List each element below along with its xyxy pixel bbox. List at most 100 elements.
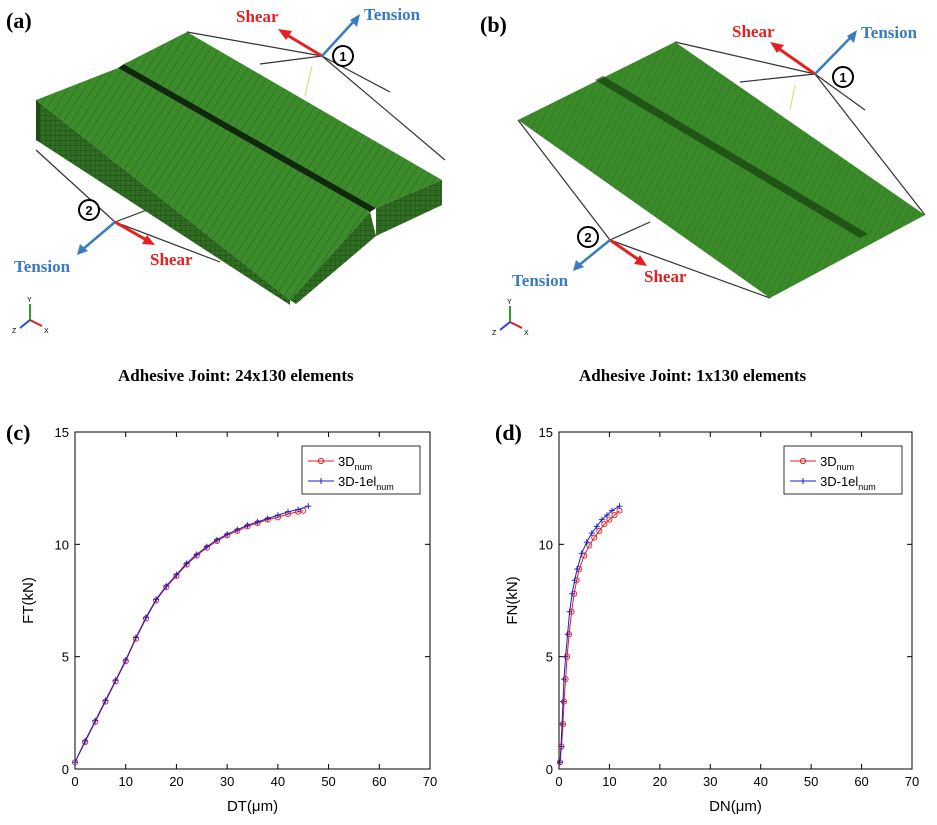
y-axis-label: FN(kN) [504, 576, 521, 624]
caption-b: Adhesive Joint: 1x130 elements [579, 366, 807, 385]
y-tick-label: 15 [55, 425, 69, 440]
shear-label-a2: Shear [150, 250, 193, 269]
x-tick-label: 20 [653, 774, 667, 789]
y-tick-label: 5 [546, 650, 553, 665]
marker-2-a [78, 199, 100, 221]
adhesive-layer-b [595, 76, 868, 238]
legend-label: 3Dnum [820, 454, 854, 472]
marker-1-b [832, 66, 854, 88]
tension-arrow-a1 [321, 19, 356, 57]
y-tick-label: 10 [539, 537, 553, 552]
data-point [264, 515, 271, 522]
data-point [82, 737, 89, 744]
adherend-right-top [124, 32, 442, 208]
x-tick-label: 40 [753, 774, 767, 789]
data-point [569, 590, 576, 597]
tension-label-b1: Tension [861, 23, 918, 42]
data-point [153, 596, 160, 603]
x-tick-label: 10 [602, 774, 616, 789]
data-point [193, 551, 200, 558]
shear-label-b2: Shear [644, 267, 687, 286]
data-point [583, 539, 590, 546]
data-point [295, 506, 302, 513]
data-point [560, 698, 567, 705]
data-point [566, 608, 573, 615]
data-point [122, 657, 129, 664]
shear-label-b1: Shear [732, 22, 775, 41]
x-tick-label: 20 [169, 774, 183, 789]
svg-text:1: 1 [839, 70, 846, 85]
chart-c: 0 10 20 30 40 50 60 70 0 5 10 15 DT(μm) FT(kN) 3Dnum 3D… [20, 425, 437, 815]
x-tick-label: 30 [703, 774, 717, 789]
mesh-figure-a: 1 2 Shear Tension Shear Tension Y Z X [12, 5, 446, 335]
data-point [591, 534, 598, 541]
data-point [92, 717, 99, 724]
y-tick-label: 5 [62, 650, 69, 665]
data-point [616, 503, 623, 510]
panel-label-d: (d) [495, 420, 522, 445]
x-tick-label: 30 [220, 774, 234, 789]
data-point [173, 571, 180, 578]
legend-label: 3Dnum [338, 454, 372, 472]
adhesive-layer-a [118, 64, 376, 212]
adherend-left-side [36, 100, 290, 305]
svg-text:X: X [44, 328, 49, 335]
legend [783, 445, 903, 495]
boundary-lines-b [517, 41, 926, 299]
panel-label-a: (a) [6, 8, 32, 33]
tension-label-a2: Tension [14, 257, 71, 276]
data-point [574, 566, 581, 573]
y-tick-label: 15 [539, 425, 553, 440]
shear-arrow-b1 [774, 44, 816, 76]
series-line-1 [74, 505, 309, 763]
y-tick-label: 0 [546, 762, 553, 777]
shear-arrow-a2 [114, 220, 151, 244]
y-axis-label: FT(kN) [20, 577, 37, 624]
data-point [588, 530, 595, 537]
tension-arrow-a2 [81, 221, 116, 251]
data-point [163, 582, 170, 589]
data-point [603, 512, 610, 519]
tension-label-b2: Tension [512, 271, 569, 290]
data-point [274, 512, 281, 519]
svg-text:2: 2 [584, 230, 591, 245]
svg-text:2: 2 [85, 203, 92, 218]
legend [301, 445, 421, 495]
data-point [305, 503, 312, 510]
marker-2-b [577, 226, 599, 248]
data-point [611, 512, 618, 519]
data-point [571, 577, 578, 584]
x-tick-label: 60 [372, 774, 386, 789]
data-point [598, 516, 605, 523]
x-tick-label: 60 [854, 774, 868, 789]
x-axis-label: DN(μm) [709, 798, 762, 815]
data-point [558, 743, 565, 750]
adherend-left-top [36, 68, 370, 300]
x-tick-label: 10 [118, 774, 132, 789]
x-axis-label: DT(μm) [227, 798, 278, 815]
y-tick-label: 0 [62, 762, 69, 777]
svg-text:X: X [524, 330, 529, 337]
panel-label-b: (b) [480, 12, 507, 37]
legend-label: 3D-1elnum [820, 474, 876, 492]
x-tick-label: 70 [905, 774, 919, 789]
shear-arrow-b2 [609, 238, 643, 264]
data-point [224, 531, 231, 538]
data-point [562, 653, 569, 660]
data-point [608, 507, 615, 514]
x-tick-label: 0 [71, 774, 78, 789]
data-point [234, 526, 241, 533]
data-point [557, 759, 564, 766]
data-point [606, 516, 613, 523]
y-tick-label: 10 [55, 537, 69, 552]
adherend-right-side [376, 180, 442, 236]
data-point [132, 634, 139, 641]
data-point [183, 560, 190, 567]
chart-d: 0 10 20 30 40 50 60 70 0 5 10 15 DN(μm) FN(kN) 3Dnum 3D… [504, 425, 919, 815]
svg-text:1: 1 [339, 49, 346, 64]
svg-text:Y: Y [27, 297, 32, 304]
x-tick-label: 40 [271, 774, 285, 789]
tension-arrow-b2 [577, 239, 611, 267]
shear-label-a1: Shear [236, 7, 279, 26]
axis-triad-b: Y Z X [492, 299, 529, 337]
